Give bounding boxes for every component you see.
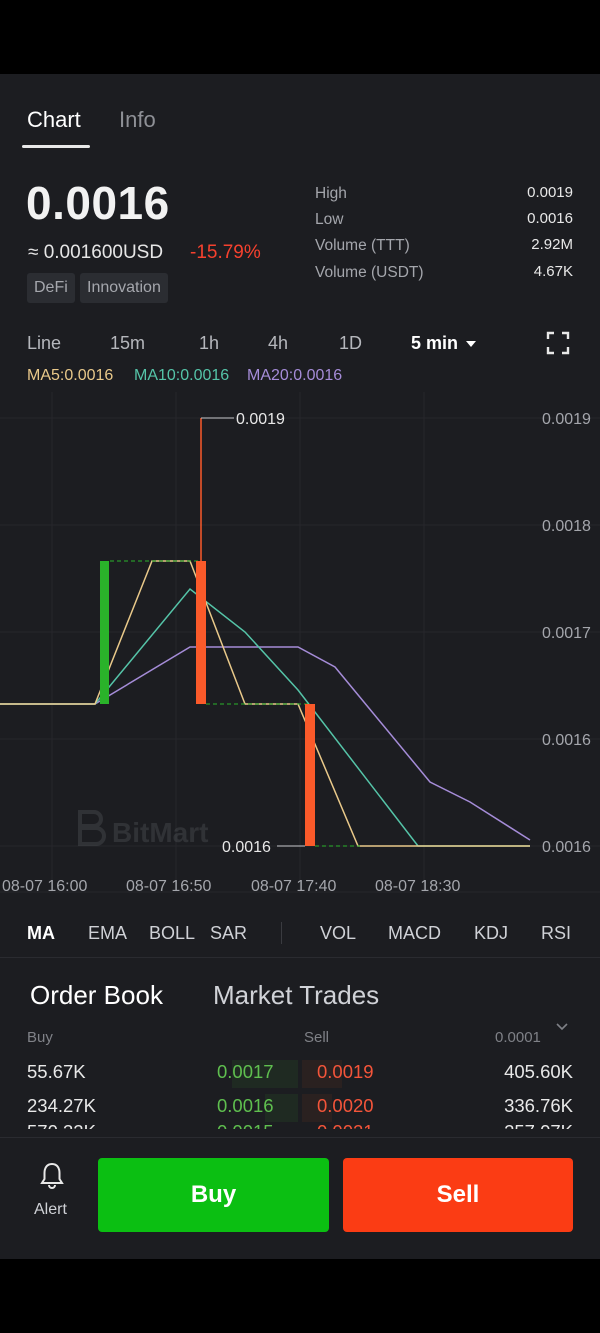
section-divider bbox=[0, 957, 600, 958]
grid bbox=[0, 392, 600, 893]
chevron-down-icon bbox=[466, 341, 477, 348]
stat-high-value: 0.0019 bbox=[527, 184, 573, 201]
buy-price[interactable]: 0.0016 bbox=[217, 1095, 274, 1116]
indicator-boll[interactable]: BOLL bbox=[149, 923, 196, 943]
buy-price[interactable]: 0.0017 bbox=[217, 1061, 274, 1082]
ma10-line bbox=[0, 587, 530, 847]
timeframe-5min-label: 5 min bbox=[411, 333, 459, 353]
stat-low-value: 0.0016 bbox=[527, 210, 573, 227]
indicator-ema[interactable]: EMA bbox=[88, 923, 128, 943]
price-change: -15.79% bbox=[190, 242, 261, 263]
sell-amount: 336.76K bbox=[504, 1095, 573, 1116]
indicator-rsi[interactable]: RSI bbox=[541, 923, 572, 943]
indicator-macd[interactable]: MACD bbox=[388, 923, 441, 943]
stat-volume-usdt-label: Volume (USDT) bbox=[315, 264, 424, 281]
stat-high-label: High bbox=[315, 185, 347, 202]
alert-button[interactable]: Alert bbox=[20, 1158, 84, 1222]
buy-amount: 55.67K bbox=[27, 1061, 86, 1082]
sell-amount: 405.60K bbox=[504, 1061, 573, 1082]
sell-depth-bar bbox=[302, 1060, 342, 1088]
x-tick-label: 08-07 16:50 bbox=[126, 878, 212, 895]
chevron-down-icon[interactable] bbox=[555, 1019, 569, 1031]
sell-price[interactable]: 0.0021 bbox=[317, 1121, 374, 1129]
buy-depth-bar bbox=[265, 1094, 298, 1122]
order-book-sell-header: Sell bbox=[304, 1029, 330, 1046]
indicator-ma[interactable]: MA bbox=[27, 923, 55, 943]
sell-button-label: Sell bbox=[436, 1181, 480, 1208]
order-book-rows: 55.67K 0.0017 0.0019 405.60K 234.27K 0.0… bbox=[0, 1059, 600, 1129]
y-tick-label: 0.0016 bbox=[542, 839, 591, 856]
candle-up bbox=[100, 561, 109, 704]
stat-low-label: Low bbox=[315, 211, 344, 228]
stat-volume-usdt-value: 4.67K bbox=[533, 263, 573, 280]
stat-volume-ttt-value: 2.92M bbox=[531, 236, 573, 253]
ma10-legend: MA10:0.0016 bbox=[134, 367, 230, 384]
timeframe-5min[interactable]: 5 min bbox=[411, 333, 477, 354]
watermark-text: BitMart bbox=[112, 817, 208, 848]
tab-underline bbox=[22, 145, 90, 148]
low-marker: 0.0016 bbox=[222, 839, 305, 856]
high-marker-label: 0.0019 bbox=[236, 411, 285, 428]
x-tick-label: 08-07 16:00 bbox=[2, 878, 88, 895]
fullscreen-icon[interactable] bbox=[546, 331, 570, 355]
y-tick-label: 0.0018 bbox=[542, 518, 591, 535]
buy-amount: 234.27K bbox=[27, 1095, 96, 1116]
tab-info[interactable]: Info bbox=[119, 107, 156, 132]
sell-depth-bar bbox=[302, 1094, 332, 1122]
ma20-line bbox=[0, 646, 531, 841]
timeframe-15m[interactable]: 15m bbox=[110, 333, 146, 353]
low-marker-label: 0.0016 bbox=[222, 839, 271, 856]
buy-button[interactable]: Buy bbox=[98, 1158, 329, 1232]
candle-down bbox=[196, 561, 206, 704]
bottom-action-bar: Alert Buy Sell bbox=[0, 1137, 600, 1259]
tab-order-book[interactable]: Order Book bbox=[30, 980, 163, 1010]
high-marker: 0.0019 bbox=[201, 411, 285, 428]
tab-market-trades[interactable]: Market Trades bbox=[213, 980, 380, 1010]
last-price: 0.0016 bbox=[26, 177, 170, 229]
sell-amount: 257.07K bbox=[504, 1121, 573, 1129]
indicator-sar[interactable]: SAR bbox=[210, 923, 248, 943]
buy-button-label: Buy bbox=[190, 1181, 237, 1208]
candlestick-chart[interactable]: BitMart 0.0019 0.0016 0.0019 0.0018 0.00… bbox=[0, 392, 600, 902]
precision-value: 0.0001 bbox=[495, 1029, 541, 1046]
sell-price[interactable]: 0.0020 bbox=[317, 1095, 374, 1116]
indicator-vol[interactable]: VOL bbox=[320, 923, 357, 943]
y-tick-label: 0.0017 bbox=[542, 625, 591, 642]
tag-innovation[interactable]: Innovation bbox=[80, 273, 168, 303]
timeframe-1d[interactable]: 1D bbox=[339, 333, 363, 353]
sell-price[interactable]: 0.0019 bbox=[317, 1061, 374, 1082]
alert-label: Alert bbox=[34, 1201, 67, 1218]
tab-chart[interactable]: Chart bbox=[27, 107, 81, 132]
ma20-legend: MA20:0.0016 bbox=[247, 367, 343, 384]
indicator-divider bbox=[281, 922, 282, 944]
trading-screen: Chart Info 0.0016 ≈ 0.001600USD -15.79% … bbox=[0, 74, 600, 1259]
y-tick-label: 0.0019 bbox=[542, 411, 591, 428]
precision-selector[interactable]: 0.0001 bbox=[495, 1029, 541, 1046]
x-tick-label: 08-07 18:30 bbox=[375, 878, 461, 895]
bell-icon bbox=[40, 1162, 64, 1189]
candle-down bbox=[305, 704, 315, 846]
timeframe-1h[interactable]: 1h bbox=[199, 333, 220, 353]
stat-volume-ttt-label: Volume (TTT) bbox=[315, 237, 410, 254]
x-axis-labels: 08-07 16:00 08-07 16:50 08-07 17:40 08-0… bbox=[2, 878, 461, 895]
sell-button[interactable]: Sell bbox=[343, 1158, 573, 1232]
ma5-legend: MA5:0.0016 bbox=[27, 367, 114, 384]
bitmart-watermark: BitMart bbox=[78, 810, 208, 848]
order-book-buy-header: Buy bbox=[27, 1029, 53, 1046]
usd-value: ≈ 0.001600USD bbox=[28, 242, 164, 263]
tag-defi[interactable]: DeFi bbox=[27, 273, 75, 303]
indicator-kdj[interactable]: KDJ bbox=[474, 923, 509, 943]
buy-amount: 570.32K bbox=[27, 1121, 96, 1129]
x-tick-label: 08-07 17:40 bbox=[251, 878, 337, 895]
timeframe-4h[interactable]: 4h bbox=[268, 333, 289, 353]
y-tick-label: 0.0016 bbox=[542, 732, 591, 749]
y-axis-labels: 0.0019 0.0018 0.0017 0.0016 0.0016 bbox=[542, 411, 591, 856]
buy-depth-bar bbox=[232, 1060, 298, 1088]
timeframe-line[interactable]: Line bbox=[27, 333, 62, 353]
